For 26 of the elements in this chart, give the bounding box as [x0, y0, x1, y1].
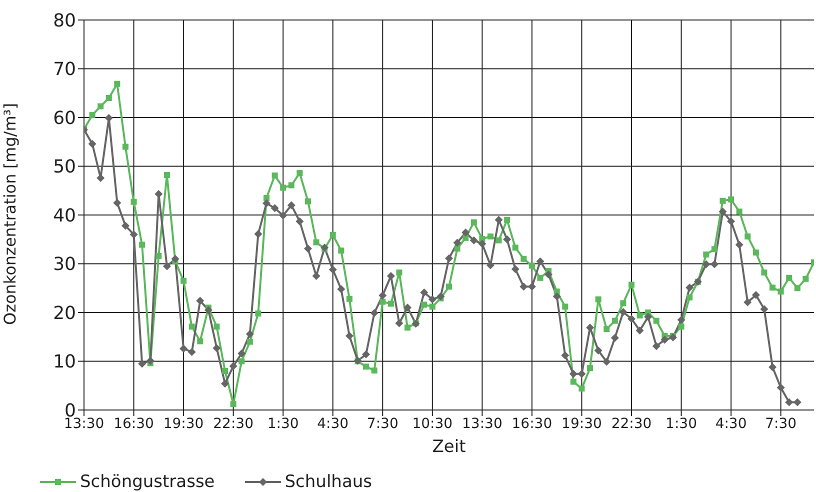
x-tick-label: 22:30	[213, 416, 254, 432]
y-tick-label: 20	[53, 302, 76, 324]
x-tick-label: 16:30	[512, 416, 552, 432]
x-tick-label: 19:30	[562, 416, 602, 432]
x-tick-label: 1:30	[666, 416, 697, 432]
y-axis-title: Ozonkonzentration [mg/m³]	[0, 103, 20, 325]
x-tick-label: 16:30	[114, 416, 154, 432]
x-tick-label: 10:30	[412, 416, 453, 432]
x-axis-title: Zeit	[432, 437, 466, 458]
x-tick-label: 4:30	[715, 416, 747, 432]
x-tick-label: 1:30	[267, 416, 299, 432]
x-tick-label: 22:30	[611, 416, 652, 432]
x-tick-label: 13:30	[462, 416, 502, 432]
legend-label: Schöngustrasse	[80, 472, 215, 492]
y-tick-label: 40	[53, 205, 76, 226]
y-tick-label: 50	[53, 156, 76, 178]
legend-label: Schulhaus	[284, 472, 372, 492]
y-tick-label: 60	[53, 108, 76, 129]
y-tick-label: 70	[53, 59, 76, 80]
x-tick-label: 7:30	[366, 416, 398, 432]
x-tick-label: 4:30	[317, 416, 349, 432]
y-tick-label: 80	[53, 10, 76, 32]
x-tick-label: 7:30	[765, 416, 797, 432]
x-tick-label: 19:30	[163, 416, 204, 432]
y-tick-label: 30	[53, 254, 76, 276]
y-tick-label: 10	[53, 352, 76, 373]
